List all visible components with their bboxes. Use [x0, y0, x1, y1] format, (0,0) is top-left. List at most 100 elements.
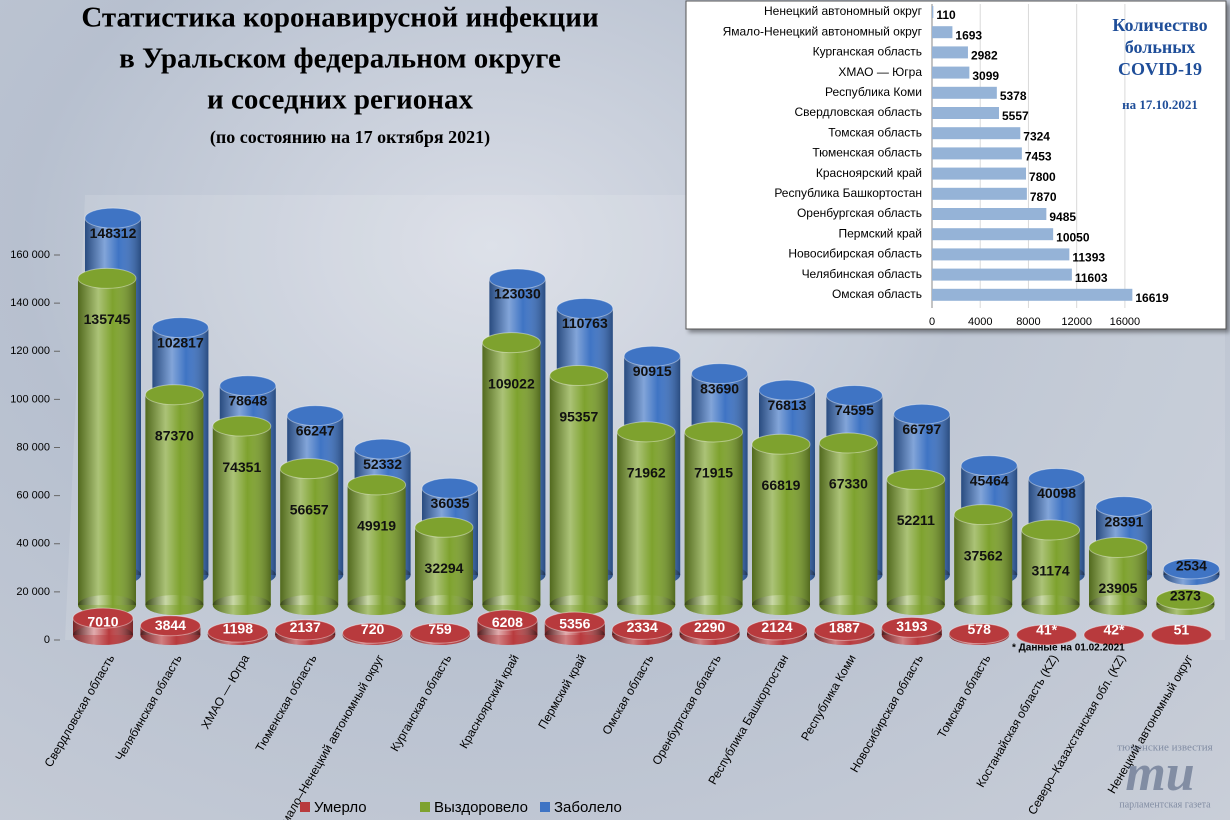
cylinder-shade [145, 394, 204, 605]
data-label: 95357 [559, 408, 598, 424]
x-tick-label: Республика Коми [798, 652, 859, 743]
data-label: 7800 [1029, 170, 1056, 184]
cylinder-top [1155, 588, 1215, 610]
data-label: 5378 [1000, 89, 1027, 103]
data-label: 11393 [1072, 251, 1105, 265]
data-label: 7010 [87, 613, 118, 629]
y-tick-label: ХМАО — Югра [838, 65, 922, 79]
cylinder-top [347, 474, 407, 496]
cylinder-top [421, 477, 479, 499]
cylinder-bottom-shade [415, 595, 473, 615]
cylinder-bottom-shade [954, 595, 1013, 615]
bar [932, 268, 1072, 281]
data-label: 578 [968, 621, 992, 637]
cylinder-top [948, 623, 1010, 645]
y-tick-label: 80 000 [16, 441, 50, 453]
y-tick-label: Свердловская область [795, 105, 922, 119]
cylinder-top [1150, 624, 1212, 646]
chart-subtitle: (по состоянию на 17 октября 2021) [210, 127, 490, 148]
data-label: 5557 [1002, 109, 1029, 123]
data-label: 66797 [902, 421, 941, 437]
cylinder-bottom-shade [684, 595, 743, 615]
chart-title: Статистика коронавирусной инфекции [81, 2, 598, 34]
y-tick-label: Курганская область [813, 45, 922, 59]
cylinder-shade [954, 514, 1013, 605]
data-label: 7324 [1023, 129, 1050, 143]
cylinder-shade [482, 342, 541, 605]
cylinder-bottom-shade [549, 595, 608, 615]
data-label: 109022 [488, 375, 535, 391]
data-label: 31174 [1032, 563, 1070, 579]
cylinder-top [623, 345, 681, 367]
data-label: 23905 [1099, 580, 1138, 596]
data-label: 74595 [835, 402, 874, 418]
y-tick-label: Тюменская область [812, 146, 922, 160]
bar [932, 86, 997, 99]
cylinder-top [611, 618, 673, 640]
data-label: 36035 [431, 495, 470, 511]
cylinder-top [813, 619, 875, 641]
chart-title: и соседних регионах [207, 84, 473, 116]
bar [932, 66, 970, 79]
y-tick-label: 120 000 [10, 345, 50, 357]
data-label: 5356 [559, 615, 590, 631]
logo-mark: ти [1125, 745, 1194, 802]
x-tick-label: ХМАО — Югра [198, 652, 252, 732]
cylinder-top [274, 619, 336, 641]
cylinder-top [881, 616, 943, 638]
cylinder-bottom-shade [752, 595, 810, 615]
cylinder-top [679, 618, 741, 640]
cylinder-shade [212, 426, 271, 605]
y-tick-label: Республика Башкортостан [774, 186, 922, 200]
data-label: 56657 [290, 501, 329, 517]
legend-swatch [540, 802, 550, 812]
data-label: 52211 [897, 512, 935, 528]
inset-chart: 0 4000 8000 12000 16000 Ненецкий автономный о… [723, 4, 1169, 328]
data-label: 148312 [90, 225, 137, 241]
data-label: 1198 [223, 620, 254, 636]
cylinder-shade [549, 375, 608, 605]
cylinder-top [219, 375, 277, 397]
x-tick-label: 12000 [1061, 316, 1092, 328]
bar [932, 107, 999, 119]
y-tick-label: Пермский край [838, 226, 922, 240]
x-tick-label: Пермский край [535, 652, 589, 731]
data-label: 10050 [1056, 230, 1090, 244]
x-tick-label: 16000 [1110, 316, 1141, 328]
cylinder-bottom-shade [819, 595, 878, 615]
cylinder-shade [415, 527, 473, 605]
x-tick-label: Оренбургская область [649, 652, 724, 767]
x-tick-label: Свердловская область [41, 652, 117, 769]
y-tick-label: 40 000 [16, 538, 50, 550]
data-label: 123030 [494, 286, 541, 302]
cylinder-top [818, 432, 878, 454]
data-label: 16619 [1135, 291, 1169, 305]
logo-top: тюменские известия [1117, 742, 1213, 754]
cylinder-top [684, 421, 744, 443]
data-label: 2334 [627, 619, 658, 635]
cylinder-bottom-shade [477, 625, 538, 645]
cylinder-bottom-shade [1021, 595, 1080, 615]
data-label: 78648 [228, 392, 267, 408]
logo-bottom: парламентская газета [1119, 799, 1211, 810]
x-tick-label: Красноярский край [457, 652, 522, 751]
cylinder-top [476, 609, 538, 631]
cylinder-bottom-shade [212, 595, 271, 615]
bar [932, 167, 1027, 180]
data-label: 720 [361, 621, 385, 637]
data-label: 2124 [761, 619, 792, 635]
cylinder-shade [347, 484, 406, 605]
data-label: 110763 [562, 315, 608, 331]
data-label: 40098 [1037, 485, 1076, 501]
cylinder-shade [617, 431, 676, 605]
data-label: 28391 [1105, 513, 1144, 529]
cylinder-shade [78, 278, 136, 605]
cylinder-top [1095, 496, 1153, 518]
x-tick-label: Ямало–Ненецкий автономный округ [274, 652, 387, 820]
cylinder-shade [1021, 529, 1080, 605]
cylinder-top [960, 455, 1018, 477]
data-label: 2982 [971, 49, 998, 63]
cylinder-bottom-shade [886, 595, 945, 615]
cylinder-top [1162, 558, 1220, 580]
cylinder-top [556, 297, 614, 319]
